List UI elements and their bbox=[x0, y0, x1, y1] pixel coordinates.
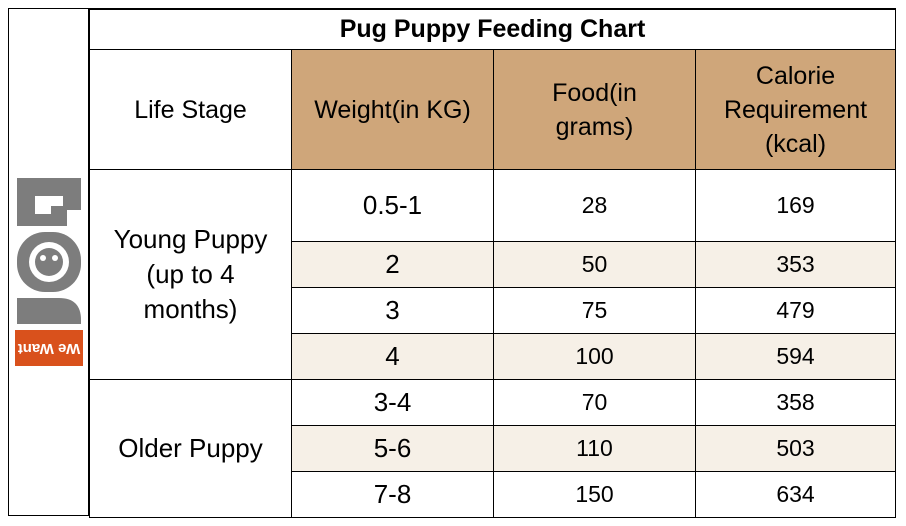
weight-cell: 7-8 bbox=[291, 471, 494, 518]
food-cell: 150 bbox=[493, 471, 696, 518]
logo-column: We Want bbox=[9, 9, 89, 515]
table-row: Young Puppy (up to 4 months) 0.5-1 28 16… bbox=[89, 169, 897, 380]
table-row: Older Puppy 3-4 70 358 bbox=[89, 379, 897, 518]
header-calories: Calorie Requirement (kcal) bbox=[694, 49, 897, 170]
weight-cell: 0.5-1 bbox=[291, 169, 494, 242]
stage-line: (up to 4 bbox=[146, 259, 235, 289]
weight-cell: 3 bbox=[291, 287, 494, 334]
stage-young-puppy: Young Puppy (up to 4 months) bbox=[89, 169, 292, 380]
food-cell: 50 bbox=[493, 241, 696, 288]
food-cell: 75 bbox=[493, 287, 696, 334]
table-row: 7-8 150 634 bbox=[90, 471, 897, 518]
tagline-text: We Want bbox=[18, 340, 81, 357]
calories-cell: 594 bbox=[694, 333, 897, 380]
tagline-banner bbox=[15, 330, 83, 366]
table-row: 4 100 594 bbox=[90, 333, 897, 380]
weight-cell: 5-6 bbox=[291, 425, 494, 472]
logo-graphic: We Want bbox=[15, 178, 83, 366]
calories-cell: 479 bbox=[694, 287, 897, 334]
letter-d-shape bbox=[17, 298, 81, 324]
table-row: 5-6 110 503 bbox=[90, 425, 897, 472]
food-cell: 28 bbox=[493, 169, 696, 242]
weight-cell: 4 bbox=[291, 333, 494, 380]
header-food-line: Food(in bbox=[552, 78, 637, 107]
food-cell: 100 bbox=[493, 333, 696, 380]
header-calories-line: Calorie bbox=[755, 61, 836, 90]
food-cell: 70 bbox=[493, 379, 696, 426]
header-calories-line: Requirement bbox=[723, 95, 868, 124]
calories-cell: 358 bbox=[694, 379, 897, 426]
header-weight: Weight(in KG) bbox=[291, 49, 494, 170]
calories-cell: 634 bbox=[694, 471, 897, 518]
table-title: Pug Puppy Feeding Chart bbox=[88, 9, 897, 50]
header-row: Life Stage Weight(in KG) Food(in grams) … bbox=[89, 49, 897, 170]
weight-cell: 2 bbox=[291, 241, 494, 288]
we-want-dog-logo: We Want bbox=[11, 174, 87, 372]
feeding-chart-table: Pug Puppy Feeding Chart Life Stage Weigh… bbox=[88, 9, 897, 518]
letter-g-shape bbox=[17, 178, 81, 226]
stage-line: months) bbox=[143, 294, 238, 324]
stage-older-puppy: Older Puppy bbox=[89, 379, 292, 518]
title-row: Pug Puppy Feeding Chart bbox=[88, 9, 897, 50]
table-row: 3 75 479 bbox=[90, 287, 897, 334]
food-cell: 110 bbox=[493, 425, 696, 472]
table-row: 2 50 353 bbox=[90, 241, 897, 288]
calories-cell: 503 bbox=[694, 425, 897, 472]
stage-line: Young Puppy bbox=[113, 224, 268, 254]
weight-cell: 3-4 bbox=[291, 379, 494, 426]
header-life-stage: Life Stage bbox=[89, 49, 292, 170]
header-food-line: grams) bbox=[555, 112, 634, 141]
calories-cell: 169 bbox=[694, 169, 897, 242]
header-calories-line: (kcal) bbox=[764, 129, 827, 158]
calories-cell: 353 bbox=[694, 241, 897, 288]
header-food: Food(in grams) bbox=[493, 49, 696, 170]
